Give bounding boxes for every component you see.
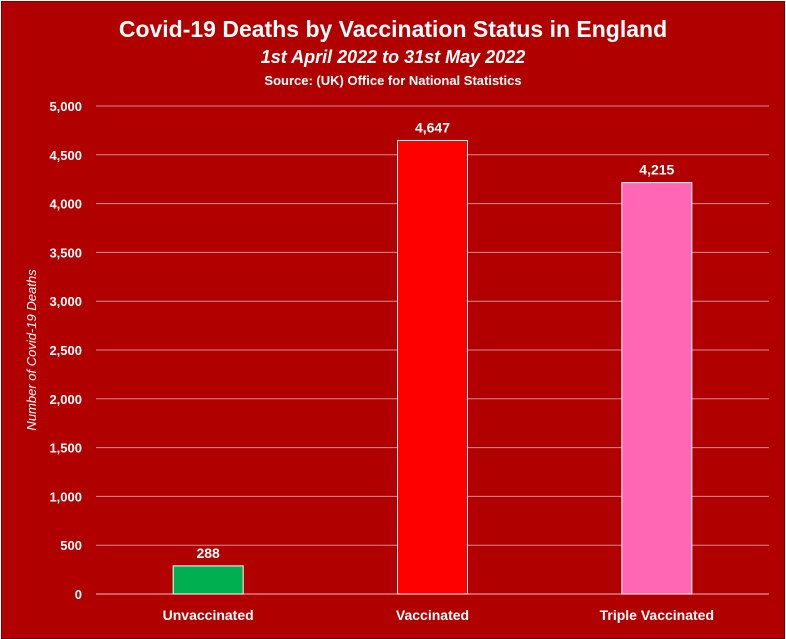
y-axis-tick-labels: 0 500 1,000 1,500 2,000 2,500 3,000 3,500 4,000 4… <box>49 99 82 602</box>
bars <box>172 139 693 595</box>
y-tick-label: 4,000 <box>49 197 82 212</box>
data-label: 288 <box>196 545 220 561</box>
data-label: 4,647 <box>415 119 450 135</box>
data-labels: 288 4,647 4,215 <box>196 119 674 560</box>
y-tick-label: 5,000 <box>49 99 82 114</box>
y-tick-label: 3,000 <box>49 294 82 309</box>
category-label: Vaccinated <box>396 607 469 623</box>
y-tick-label: 1,500 <box>49 441 82 456</box>
y-tick-label: 3,500 <box>49 245 82 260</box>
y-axis-label: Number of Covid-19 Deaths <box>24 269 39 431</box>
category-label: Triple Vaccinated <box>600 607 714 623</box>
chart-title: Covid-19 Deaths by Vaccination Status in… <box>118 16 668 42</box>
y-tick-label: 2,000 <box>49 392 82 407</box>
bar <box>397 139 468 595</box>
y-tick-label: 1,000 <box>49 489 82 504</box>
bar <box>172 565 244 595</box>
data-label: 4,215 <box>639 162 674 178</box>
chart-source: Source: (UK) Office for National Statist… <box>264 73 522 88</box>
bar <box>621 182 693 595</box>
chart-subtitle: 1st April 2022 to 31st May 2022 <box>260 47 526 67</box>
y-tick-label: 2,500 <box>49 343 82 358</box>
x-axis-category-labels: Unvaccinated Vaccinated Triple Vaccinated <box>163 607 714 623</box>
y-tick-label: 0 <box>75 587 82 602</box>
category-label: Unvaccinated <box>163 607 254 623</box>
y-tick-label: 4,500 <box>49 148 82 163</box>
y-tick-label: 500 <box>60 538 82 553</box>
